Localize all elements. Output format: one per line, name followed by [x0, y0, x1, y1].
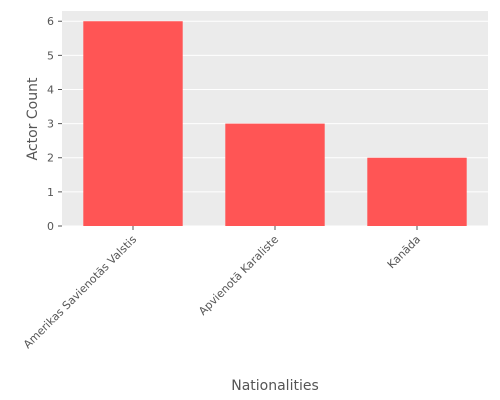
bar [225, 123, 325, 226]
y-tick-label: 2 [47, 152, 54, 165]
x-tick-label: Kanāda [385, 233, 423, 271]
x-axis-ticks: Amerikas Savienotās Valstis Apvienotā Kar… [21, 226, 423, 351]
x-tick-label: Apvienotā Karaliste [196, 233, 281, 318]
y-axis-ticks: 0 1 2 3 4 5 6 [47, 15, 62, 233]
y-tick-label: 3 [47, 118, 54, 131]
y-tick-label: 0 [47, 220, 54, 233]
bars [83, 21, 467, 226]
y-tick-label: 5 [47, 49, 54, 62]
y-tick-label: 6 [47, 15, 54, 28]
x-tick-label: Amerikas Savienotās Valstis [21, 233, 139, 351]
x-axis-label: Nationalities [231, 378, 319, 394]
y-tick-label: 4 [47, 83, 54, 96]
y-axis-label: Actor Count [25, 77, 41, 160]
bar [83, 21, 183, 226]
bar [367, 157, 467, 226]
y-tick-label: 1 [47, 186, 54, 199]
